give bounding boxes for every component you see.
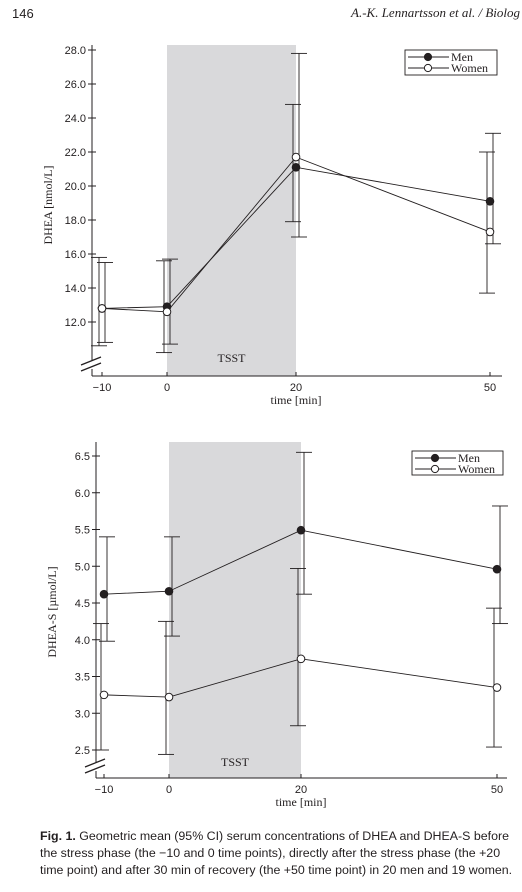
axis-break-gap [86,763,106,771]
legend-women-label: Women [451,61,488,75]
legend-women-marker [423,63,433,73]
legend-men-label: Men [451,50,473,64]
women-data-point [97,304,107,313]
tsst-shaded-region [167,45,296,376]
y-tick-label: 5.0 [75,561,90,573]
men-series-line [103,529,498,595]
x-axis-label: time [min] [276,795,327,809]
y-axis-label: DHEA [nmol/L] [41,166,55,245]
tsst-label: TSST [221,755,250,769]
legend-box [404,49,498,76]
y-tick-label: 22.0 [65,147,86,159]
axis-break-mark [84,764,106,774]
men-data-point [291,163,301,172]
caption-label: Fig. 1. [40,829,76,843]
dhea-s-chart: TSST 2.5 3.0 3.5 4.0 4.5 5.0 5.5 6.0 6.5 −10 0 20 50 t… [45,442,508,809]
y-tick-label: 20.0 [65,181,86,193]
tsst-label: TSST [217,351,246,365]
y-tick-label: 4.5 [75,598,90,610]
x-tick-label: 20 [295,784,307,796]
men-series-line [101,166,491,309]
legend-women-marker [430,464,440,474]
legend-women-label: Women [458,462,495,476]
x-tick-label: 0 [166,784,172,796]
men-data-point [485,197,495,206]
y-axis-label: DHEA-S [µmol/L] [45,566,59,657]
y-tick-label: 2.5 [75,745,90,757]
y-tick-label: 3.0 [75,708,90,720]
y-tick-label: 28.0 [65,45,86,57]
men-data-point [492,564,502,574]
page-number: 146 [12,6,34,21]
legend-men-marker [430,453,440,463]
women-data-point [162,307,172,317]
legend-men-marker [423,52,433,62]
axis-break-gap [82,361,102,369]
y-tick-label: 12.0 [65,317,86,329]
x-tick-label: 50 [491,784,503,796]
running-title: A.-K. Lennartsson et al. / Biolog [351,5,520,20]
axis-break-mark [84,758,106,768]
caption-text: Geometric mean (95% CI) serum concentrat… [40,829,513,877]
y-tick-label: 6.5 [75,451,90,463]
women-data-point [291,152,301,162]
men-data-point [296,525,306,535]
x-tick-label: 0 [164,382,170,394]
women-series-line [103,658,498,698]
legend-men-label: Men [458,451,480,465]
men-data-point [164,586,174,596]
axis-break-mark [80,362,102,372]
x-tick-label: 50 [484,382,496,394]
figure-caption: Fig. 1. Geometric mean (95% CI) serum co… [40,828,516,879]
tsst-shaded-region [169,442,301,778]
axis-break-mark [80,356,102,366]
y-tick-label: 16.0 [65,249,86,261]
x-tick-label: −10 [93,382,112,394]
legend-box [411,450,504,476]
y-tick-label: 3.5 [75,672,90,684]
y-tick-label: 26.0 [65,79,86,91]
women-data-point [492,683,502,692]
x-tick-label: −10 [95,784,114,796]
women-data-point [296,654,306,664]
x-tick-label: 20 [290,382,302,394]
women-data-point [485,227,495,237]
y-tick-label: 14.0 [65,283,86,295]
y-tick-label: 6.0 [75,488,90,500]
x-axis-label: time [min] [271,393,322,407]
y-tick-label: 24.0 [65,113,86,125]
women-series-line [101,156,491,313]
y-tick-label: 4.0 [75,635,90,647]
women-data-point [99,690,109,700]
y-tick-label: 5.5 [75,525,90,537]
men-data-point [99,589,109,599]
women-data-point [164,692,174,702]
dhea-chart: TSST 12.0 14.0 16.0 18.0 20.0 22.0 24.0 26.0 28.0… [41,45,502,407]
y-tick-label: 18.0 [65,215,86,227]
